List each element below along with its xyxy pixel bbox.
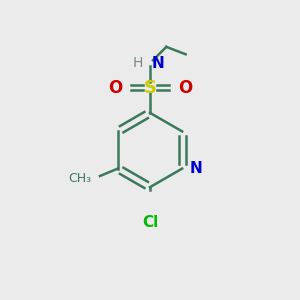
Text: N: N [152, 56, 164, 71]
Text: O: O [108, 79, 122, 97]
Text: CH₃: CH₃ [68, 172, 92, 185]
Text: O: O [178, 79, 192, 97]
Text: Cl: Cl [142, 215, 158, 230]
Text: N: N [190, 161, 202, 176]
Text: S: S [143, 79, 157, 97]
Text: H: H [132, 56, 142, 70]
